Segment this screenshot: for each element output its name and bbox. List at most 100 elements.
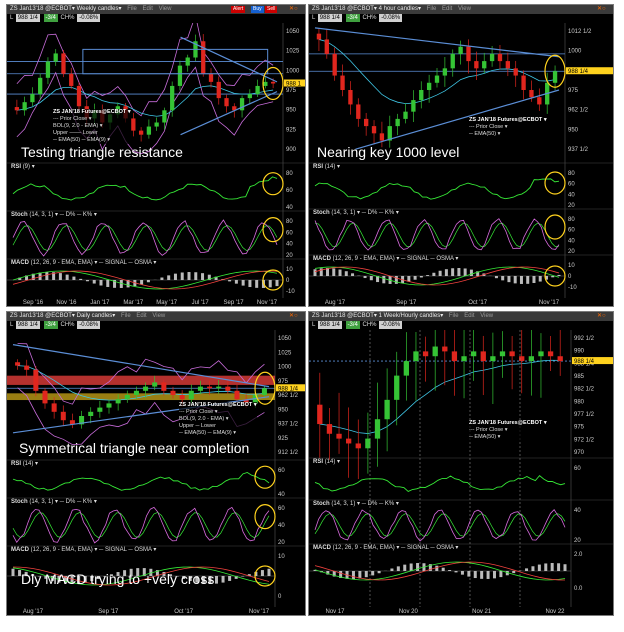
macd-label: MACD (12, 26, 9 - EMA, EMA) ▾ ─ SIGNAL ─… [11, 259, 156, 266]
chart-annotation: Nearing key 1000 level [317, 144, 460, 160]
candle-body [79, 416, 85, 425]
x-axis-label: Sep '17 [223, 300, 244, 306]
macd-axis-label: 10 [278, 554, 285, 560]
legend-ema: ─ EMA(50) ─ EMA(9) ▾ [179, 430, 237, 436]
hourly-chart-canvas[interactable]: 992 1/2 990 988 1/4 985 982 1/2 980 977 1/2 975… [309, 330, 614, 616]
menu-file[interactable]: File [426, 6, 437, 12]
close-icon[interactable]: ✕○ [289, 6, 298, 12]
macd-name: MACD [11, 547, 29, 553]
rsi-axis-label: 60 [286, 188, 293, 194]
osma-bar [313, 569, 317, 571]
menu-edit[interactable]: Edit [442, 6, 453, 12]
x-axis-label: Nov 20 [399, 609, 419, 615]
candle-body [88, 411, 94, 416]
menu-file[interactable]: File [448, 313, 459, 319]
legend-title: ZS JAN'18 Futures@ECBOT ▾ [469, 420, 547, 426]
menu-edit[interactable]: Edit [136, 313, 147, 319]
candle-body [201, 41, 206, 74]
stoch-label: Stoch (14, 3, 1) ▾ ─ D% ─ K% ▾ [11, 211, 97, 218]
alert-button[interactable]: Alert [231, 6, 246, 13]
candle-body [324, 39, 329, 54]
window-title-bar[interactable]: ZS Jan13'18 @ECBOT▾ Weekly candles▾ File… [7, 5, 305, 14]
legend-prior-close: --- Prior Close ▾ [469, 124, 508, 130]
osma-bar [457, 268, 461, 276]
candle-body [394, 375, 400, 400]
macd-axis-label: 10 [568, 263, 575, 269]
osma-bar [267, 568, 271, 576]
candle-body [450, 53, 455, 69]
window-title-bar[interactable]: ZS Jan13'18 @ECBOT▾ 1 Week/Hourly candle… [309, 312, 613, 321]
candle-body [115, 399, 121, 404]
price-axis-label: 977 1/2 [574, 412, 595, 418]
close-icon[interactable]: ✕○ [597, 313, 606, 319]
candle-body [395, 118, 400, 127]
chart-annotation: Symmetrical triangle near completion [19, 440, 250, 456]
osma-bar [169, 574, 173, 576]
menu-view[interactable]: View [158, 6, 172, 12]
osma-bar [113, 280, 117, 288]
menu-file[interactable]: File [120, 313, 131, 319]
osma-bar [241, 576, 245, 577]
candle-body [419, 90, 424, 101]
menu-view[interactable]: View [480, 313, 494, 319]
menu-edit[interactable]: Edit [142, 6, 153, 12]
chart-legend: ZS JAN'18 Futures@ECBOT ▾ --- Prior Clos… [469, 420, 547, 441]
price-axis-label: 937 1/2 [568, 147, 589, 153]
buy-button[interactable]: Buy [251, 6, 264, 13]
change-value: -3/4 [345, 321, 360, 329]
sell-button[interactable]: Sell [265, 6, 278, 13]
quote-bar: L 988 1/4 -3/4 CH% -0.08% [309, 321, 613, 330]
last-price: 988 1/4 [15, 321, 40, 329]
menu-view[interactable]: View [458, 6, 471, 12]
osma-bar [234, 280, 238, 284]
price-axis-label: 975 [278, 379, 289, 385]
rsi-params: (14) ▾ [324, 459, 341, 465]
osma-bar [175, 576, 179, 577]
osma-bar [31, 273, 35, 280]
osma-bar [214, 276, 218, 280]
window-title-bar[interactable]: ZS Jan13'18 @ECBOT▾ 4 hour candles▾ File… [309, 5, 613, 14]
candle-body [451, 351, 458, 362]
candle-body [146, 126, 152, 135]
menu-file[interactable]: File [127, 6, 137, 12]
daily-chart-canvas[interactable]: 1050 1025 1000 975 962 1/2 950 937 1/2 925 912 1… [7, 330, 306, 616]
candle-body [216, 386, 222, 389]
osma-bar [486, 571, 490, 579]
osma-bar [187, 272, 191, 280]
macd-params: (12, 26, 9 - EMA, EMA) ▾ ─ SIGNAL ─ OSMA… [332, 256, 459, 262]
rsi-axis-label: 40 [568, 192, 575, 198]
menu-view[interactable]: View [152, 313, 166, 319]
close-icon[interactable]: ✕○ [289, 313, 298, 319]
osma-bar [419, 276, 423, 278]
last-price-tag [276, 384, 305, 392]
price-axis-label: 988 1/4 [574, 361, 595, 367]
macd-line [12, 270, 278, 290]
price-axis-label: 962 1/2 [568, 108, 589, 114]
x-axis-label: Nov '17 [539, 300, 560, 306]
close-icon[interactable]: ✕○ [597, 6, 606, 12]
candle-body [124, 395, 130, 400]
osma-bar [64, 576, 68, 584]
stoch-axis-label: 20 [278, 540, 285, 546]
menu-edit[interactable]: Edit [464, 313, 475, 319]
candle-body [69, 73, 74, 86]
osma-bar [403, 564, 407, 571]
hourly-chart-panel: ZS Jan13'18 @ECBOT▾ 1 Week/Hourly candle… [308, 311, 614, 616]
candle-body [528, 356, 534, 362]
highlight-circle [544, 214, 566, 240]
quote-bar: L 988 1/4 -3/4 CH% -0.08% [309, 14, 613, 23]
candle-body [384, 399, 390, 420]
stoch-axis-label: 20 [568, 249, 575, 255]
window-title: ZS Jan13'18 @ECBOT▾ Weekly candles▾ [10, 6, 122, 12]
osma-bar [221, 576, 225, 583]
change-value: -3/4 [43, 321, 58, 329]
window-title-bar[interactable]: ZS Jan13'18 @ECBOT▾ Daily candles▾ File … [7, 312, 305, 321]
candle-body [497, 53, 503, 62]
osma-bar [194, 272, 198, 280]
osma-bar [344, 271, 348, 276]
price-axis-label: 1000 [568, 49, 582, 55]
osma-bar [444, 269, 448, 276]
candle-body [356, 104, 361, 119]
stoch-d-line [314, 222, 560, 248]
